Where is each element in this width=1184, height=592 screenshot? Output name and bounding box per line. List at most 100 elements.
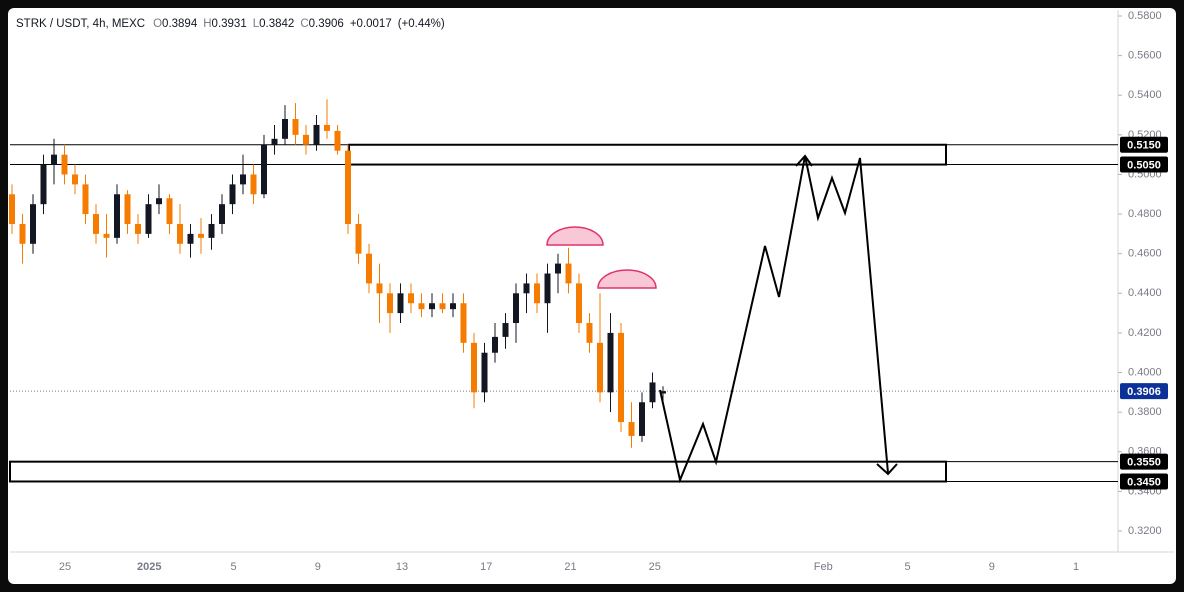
candle-body <box>345 150 351 224</box>
projection-path <box>659 155 889 484</box>
candle-body <box>492 336 498 353</box>
candle-body <box>576 283 582 324</box>
price-label: 0.5150 <box>1127 140 1161 152</box>
candle-body <box>649 382 656 403</box>
price-label: 0.5050 <box>1127 159 1161 171</box>
candle-body <box>9 194 15 224</box>
candle-body <box>355 223 362 254</box>
candle-body <box>72 174 78 185</box>
h-label: H <box>203 18 211 30</box>
candle-body <box>208 223 215 238</box>
candle-body <box>187 233 194 244</box>
y-tick-label: 0.5400 <box>1128 89 1162 101</box>
l-value: 0.3842 <box>259 18 294 30</box>
y-tick-label: 0.3200 <box>1128 525 1162 537</box>
head-shape <box>597 269 657 289</box>
x-tick-label: 17 <box>480 561 492 573</box>
candle-body <box>334 130 341 151</box>
o-label: O <box>153 18 162 30</box>
candle-body <box>282 119 288 139</box>
candle-body <box>61 154 68 175</box>
x-tick-label: 1 <box>1073 561 1079 573</box>
y-tick-label: 0.4000 <box>1128 366 1162 378</box>
candle-body <box>586 323 593 343</box>
candle-body <box>607 332 614 393</box>
candle-body <box>597 342 603 393</box>
candle-body <box>261 144 267 195</box>
candle-body <box>103 233 110 238</box>
candle-body <box>219 204 225 224</box>
candle-body <box>502 323 509 337</box>
h-value: 0.3931 <box>212 18 247 30</box>
candle-body <box>618 332 624 423</box>
y-tick-label: 0.4200 <box>1128 327 1162 339</box>
zone <box>9 460 947 483</box>
candle-body <box>481 352 488 393</box>
candle-body <box>93 214 99 234</box>
y-tick-label: 0.3800 <box>1128 406 1162 418</box>
candle-body <box>51 154 57 165</box>
x-tick-label: 5 <box>230 561 236 573</box>
candle-body <box>565 263 572 284</box>
candle-body <box>124 194 131 224</box>
candle-body <box>450 303 456 310</box>
candle-body <box>418 303 425 310</box>
x-tick-label: 2025 <box>137 561 161 573</box>
candle-body <box>303 134 309 145</box>
symbol: STRK / USDT, 4h, MEXC <box>16 18 145 30</box>
x-tick-label: 9 <box>315 561 321 573</box>
candle-body <box>534 283 540 304</box>
arrow-head <box>795 154 813 167</box>
candle-body <box>292 119 299 135</box>
c-value: 0.3906 <box>309 18 344 30</box>
y-tick-label: 0.5800 <box>1128 10 1162 22</box>
candle-body <box>240 174 246 185</box>
change-pct: (+0.44%) <box>398 18 445 30</box>
l-label: L <box>253 18 260 30</box>
arrow-head <box>876 463 898 476</box>
price-label-box <box>1120 136 1168 153</box>
price-label-box <box>1120 453 1168 470</box>
header: STRK / USDT, 4h, MEXC O0.3894 H0.3931 L0.38… <box>16 18 445 30</box>
candle-body <box>366 253 372 284</box>
candle-body <box>135 223 141 234</box>
candle-body <box>166 198 173 224</box>
candle-body <box>513 293 519 324</box>
candle-body <box>313 124 320 145</box>
candle-body <box>523 283 530 294</box>
candle-body <box>660 391 666 394</box>
x-tick-label: 13 <box>396 561 408 573</box>
candle-body <box>639 402 645 436</box>
y-tick-label: 0.4400 <box>1128 287 1162 299</box>
candle-body <box>376 283 383 294</box>
change: +0.0017 <box>350 18 392 30</box>
x-tick-label: 9 <box>989 561 995 573</box>
x-tick-label: 25 <box>59 561 71 573</box>
candle-body <box>145 204 152 234</box>
candle-body <box>229 184 236 205</box>
candle-body <box>198 233 204 238</box>
candle-body <box>19 223 26 244</box>
candle-body <box>30 204 36 244</box>
last-price-box <box>1120 383 1168 400</box>
candle-body <box>40 164 47 205</box>
candle-body <box>177 223 183 244</box>
candle-body <box>408 293 414 304</box>
candle-body <box>82 184 89 215</box>
candle-body <box>156 198 162 205</box>
x-tick-label: 5 <box>904 561 910 573</box>
y-tick-label: 0.5600 <box>1128 50 1162 62</box>
price-label: 0.3450 <box>1127 476 1161 488</box>
y-tick-label: 0.4800 <box>1128 208 1162 220</box>
candle-body <box>439 303 446 310</box>
x-tick-label: 25 <box>649 561 661 573</box>
candle-body <box>471 342 477 393</box>
candle-body <box>460 303 467 343</box>
chart-background <box>8 8 1176 584</box>
head-shape <box>546 226 604 246</box>
price-label: 0.3550 <box>1127 457 1161 469</box>
candle-body <box>250 174 257 195</box>
marks <box>9 15 1122 532</box>
